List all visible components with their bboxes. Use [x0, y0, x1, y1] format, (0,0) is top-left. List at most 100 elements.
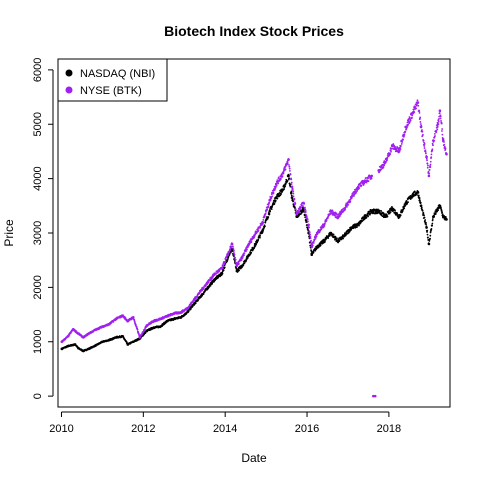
data-point-dense [389, 149, 392, 152]
data-point-dense [425, 223, 428, 226]
data-point-dense [423, 145, 426, 147]
data-point-dense [405, 200, 408, 202]
data-point-dense [264, 215, 266, 217]
data-point-dense [419, 123, 422, 125]
data-point-dense [430, 227, 433, 230]
data-point-dense [424, 151, 427, 153]
data-point-dense [431, 222, 434, 225]
legend: NASDAQ (NBI) NYSE (BTK) [57, 58, 168, 102]
data-point-dense [190, 307, 192, 310]
data-point-dense [400, 143, 403, 145]
data-point-dense [417, 101, 420, 104]
data-point-dense [344, 208, 347, 211]
data-point-dense [327, 237, 330, 240]
data-point-dense [68, 333, 71, 336]
data-point-dense [197, 299, 199, 302]
x-tick-label: 2014 [213, 423, 237, 435]
data-point-dense [413, 190, 416, 193]
data-point-dense [247, 244, 250, 247]
data-point-dense [424, 221, 427, 224]
data-point-dense [365, 216, 368, 219]
data-point-dense [234, 258, 237, 261]
data-point-dense [276, 179, 279, 182]
data-point [290, 185, 294, 189]
data-point-dense [266, 208, 269, 211]
data-point-dense [441, 133, 444, 136]
data-point-dense [262, 218, 265, 221]
data-point-dense [384, 162, 386, 165]
data-point-dense [443, 143, 446, 146]
data-point-dense [412, 108, 415, 111]
data-point-dense [363, 182, 366, 185]
data-point-dense [439, 110, 442, 113]
data-point-dense [440, 120, 442, 122]
data-point-dense [441, 130, 443, 132]
data-point-dense [245, 258, 248, 261]
data-point-dense [394, 211, 397, 214]
data-point-dense [288, 164, 290, 166]
data-point-dense [262, 221, 264, 224]
data-point-dense [433, 133, 436, 135]
data-point-dense [276, 197, 279, 200]
data-point-dense [274, 186, 277, 189]
data-point-dense [226, 258, 229, 261]
data-point-dense [261, 230, 264, 233]
data-point-dense [429, 231, 432, 234]
data-point-dense [288, 177, 291, 180]
data-point-dense [420, 124, 423, 127]
data-point-dense [302, 207, 304, 210]
data-point-dense [224, 258, 227, 261]
data-point-dense [426, 166, 429, 169]
data-point-dense [441, 211, 444, 214]
data-point-dense [440, 122, 443, 125]
data-point-dense [234, 256, 236, 259]
data-point-dense [265, 210, 267, 213]
data-point-dense [389, 153, 392, 156]
data-point-dense [243, 254, 245, 256]
data-point-dense [311, 244, 314, 247]
data-point-dense [423, 143, 426, 145]
data-point-dense [232, 248, 235, 250]
data-point-dense [425, 225, 428, 227]
data-point-dense [367, 177, 370, 179]
data-point-dense [437, 209, 439, 212]
data-point-dense [407, 123, 409, 126]
data-point-dense [304, 211, 307, 214]
data-point-dense [290, 178, 293, 181]
data-point-dense [224, 260, 227, 263]
data-point-dense [431, 224, 434, 227]
data-point-dense [331, 212, 333, 215]
data-point-dense [347, 203, 350, 206]
data-point-dense [303, 202, 306, 205]
data-point-dense [289, 183, 292, 186]
legend-marker-nasdaq [65, 69, 73, 77]
data-point-dense [421, 209, 424, 212]
data-point-dense [435, 131, 438, 134]
y-tick-label: 1000 [32, 330, 44, 354]
data-point-dense [435, 129, 438, 132]
data-point-dense [422, 211, 425, 214]
data-point-dense [425, 156, 428, 159]
data-point-dense [445, 151, 447, 154]
y-tick-label: 3000 [32, 221, 44, 245]
data-point-dense [390, 150, 392, 153]
data-point-dense [427, 164, 429, 167]
data-point-dense [429, 166, 432, 169]
data-point-dense [314, 249, 317, 252]
data-point-dense [254, 243, 257, 246]
plot-frame [57, 58, 451, 408]
data-point-dense [418, 111, 421, 114]
data-point-dense [231, 243, 234, 246]
data-point [290, 196, 294, 199]
data-point-dense [286, 162, 289, 164]
data-point-dense [200, 296, 202, 299]
data-point-dense [281, 189, 284, 192]
data-point-dense [271, 195, 274, 198]
data-point-dense [401, 141, 404, 143]
data-point-dense [337, 213, 340, 216]
data-point-dense [442, 137, 445, 140]
data-point-dense [440, 206, 442, 209]
data-point-dense [253, 236, 256, 239]
data-point-dense [375, 208, 378, 211]
data-point-dense [245, 250, 247, 253]
